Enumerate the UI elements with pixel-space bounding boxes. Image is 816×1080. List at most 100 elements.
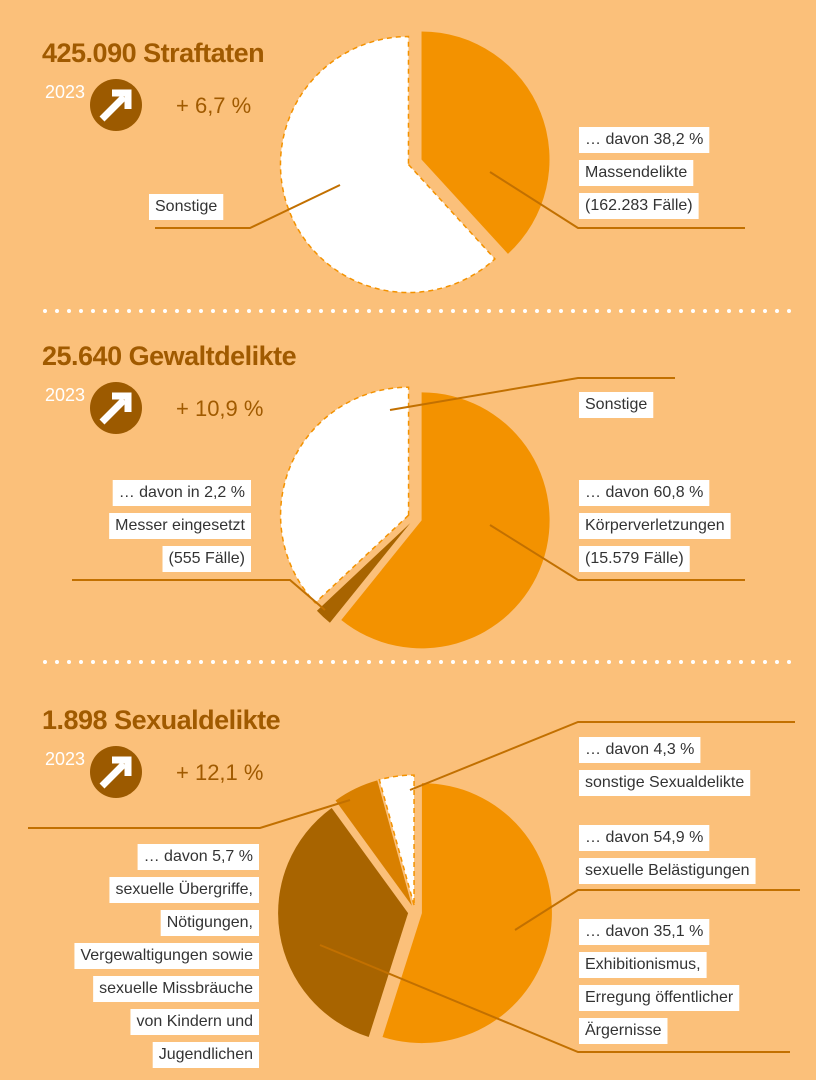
pie-slice: [341, 392, 550, 649]
slice-label: … davon 38,2 %: [585, 131, 703, 148]
label-bg: [579, 919, 710, 945]
slice-label: sexuelle Belästigungen: [585, 862, 750, 879]
label-box: Körperverletzungen: [579, 513, 731, 539]
slice-label: … davon 5,7 %: [144, 848, 253, 865]
label-box: Vergewaltigungen sowie: [74, 943, 259, 969]
label-box: sexuelle Übergriffe,: [109, 877, 259, 903]
label-box: Nötigungen,: [160, 910, 259, 936]
slice-label: von Kindern und: [136, 1013, 253, 1030]
slice-label: Erregung öffentlicher: [585, 989, 734, 1006]
slice-label: Körperverletzungen: [585, 517, 725, 534]
label-box: sexuelle Belästigungen: [579, 858, 756, 884]
label-bg: [137, 844, 259, 870]
title: 425.090 Straftaten: [42, 38, 264, 68]
label-bg: [579, 513, 731, 539]
label-bg: [579, 952, 707, 978]
leader-line: [72, 579, 326, 611]
label-bg: [109, 513, 251, 539]
title: 1.898 Sexualdelikte: [42, 705, 281, 735]
pie-slice: [378, 774, 415, 906]
label-bg: [579, 127, 710, 153]
label-bg: [93, 976, 259, 1002]
trend-arrow: [99, 756, 132, 789]
label-box: Messer eingesetzt: [109, 513, 251, 539]
label-bg: [152, 1042, 259, 1068]
slice-label: Massendelikte: [585, 164, 687, 181]
leader-line: [155, 184, 341, 229]
slice-label: (15.579 Fälle): [585, 550, 684, 567]
slice-label: Ärgernisse: [585, 1021, 662, 1039]
label-bg: [112, 480, 251, 506]
label-bg: [579, 985, 740, 1011]
pie-slice: [421, 31, 550, 254]
label-box: Exhibitionismus,: [579, 952, 707, 978]
slice-label: Sonstige: [155, 198, 217, 215]
label-bg: [579, 1018, 668, 1044]
trend-arrow: [99, 392, 132, 425]
slice-label: … davon 54,9 %: [585, 829, 703, 846]
change: + 6,7 %: [176, 93, 251, 118]
slice-label: sexuelle Übergriffe,: [115, 880, 253, 898]
label-box: … davon 60,8 %: [579, 480, 710, 506]
label-bg: [160, 910, 259, 936]
label-box: Ärgernisse: [579, 1018, 668, 1044]
slice-label: (555 Fälle): [169, 550, 245, 567]
slice-label: Exhibitionismus,: [585, 956, 701, 973]
leader-line: [409, 721, 795, 791]
label-box: … davon in 2,2 %: [112, 480, 251, 506]
pie-slice: [279, 35, 496, 294]
subtitle: 2023: [45, 385, 85, 405]
label-box: … davon 4,3 %: [579, 737, 701, 763]
label-box: Massendelikte: [579, 160, 694, 186]
leader-line: [389, 377, 675, 411]
label-box: (162.283 Fälle): [579, 193, 699, 219]
slice-label: … davon 60,8 %: [585, 484, 703, 501]
slice-label: … davon in 2,2 %: [119, 484, 245, 501]
leader-line: [489, 524, 745, 581]
label-bg: [130, 1009, 259, 1035]
slice-label: sexuelle Missbräuche: [99, 980, 253, 997]
slice-label: Sonstige: [585, 396, 647, 413]
label-bg: [579, 160, 694, 186]
slice-label: … davon 35,1 %: [585, 923, 703, 940]
label-bg: [109, 877, 259, 903]
label-bg: [579, 737, 701, 763]
label-bg: [579, 480, 710, 506]
change: + 10,9 %: [176, 396, 263, 421]
slice-label: sonstige Sexualdelikte: [585, 774, 744, 791]
slice-label: Vergewaltigungen sowie: [80, 947, 253, 964]
trend-arrow: [99, 89, 132, 122]
subtitle: 2023: [45, 749, 85, 769]
subtitle: 2023: [45, 82, 85, 102]
label-bg: [579, 858, 756, 884]
label-bg: [162, 546, 251, 572]
pie-slice: [382, 783, 552, 1044]
label-box: Erregung öffentlicher: [579, 985, 740, 1011]
pie-slice: [278, 807, 409, 1038]
label-box: … davon 5,7 %: [137, 844, 259, 870]
leader-line: [319, 944, 790, 1053]
label-box: … davon 54,9 %: [579, 825, 710, 851]
label-box: sonstige Sexualdelikte: [579, 770, 751, 796]
label-bg: [579, 546, 690, 572]
label-box: Sonstige: [149, 194, 224, 220]
label-bg: [579, 392, 654, 418]
slice-label: (162.283 Fälle): [585, 197, 693, 214]
title: 25.640 Gewaltdelikte: [42, 341, 297, 371]
slice-label: … davon 4,3 %: [585, 741, 694, 758]
label-bg: [74, 943, 259, 969]
leader-line: [28, 799, 351, 829]
label-box: Sonstige: [579, 392, 654, 418]
label-box: Jugendlichen: [152, 1042, 259, 1068]
label-box: … davon 35,1 %: [579, 919, 710, 945]
slice-label: Nötigungen,: [167, 914, 253, 931]
slice-label: Jugendlichen: [159, 1046, 253, 1063]
change: + 12,1 %: [176, 760, 263, 785]
slice-label: Messer eingesetzt: [115, 517, 245, 534]
pie-slice: [316, 523, 411, 623]
pie-slice: [335, 780, 412, 906]
leader-line: [489, 171, 745, 229]
label-box: … davon 38,2 %: [579, 127, 710, 153]
pie-slice: [279, 386, 410, 604]
label-box: (555 Fälle): [162, 546, 251, 572]
